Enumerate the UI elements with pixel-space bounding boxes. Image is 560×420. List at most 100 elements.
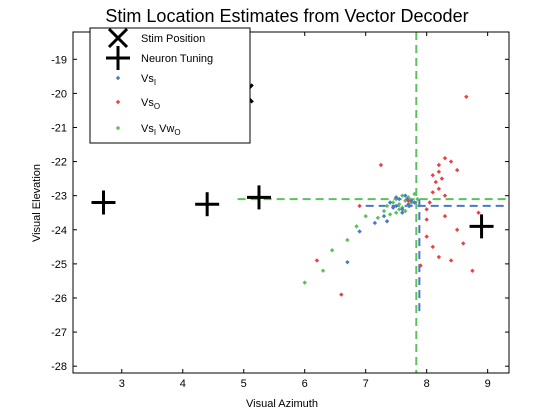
legend-entry-vs_combo: VsI VwO (115, 123, 181, 137)
y-tick-label: -24 (51, 225, 67, 237)
legend-label-neuron: Neuron Tuning (141, 53, 213, 65)
data-point-vs_o (418, 263, 423, 268)
data-point-neuron (469, 214, 494, 239)
x-tick-label: 7 (363, 378, 369, 390)
x-axis-label: Visual Azimuth (246, 398, 318, 410)
data-point-vs_o (448, 258, 454, 263)
y-tick-label: -21 (51, 122, 67, 134)
data-point-vs_o (339, 292, 344, 297)
data-point-vs_i (407, 203, 412, 209)
data-point-vs_i (393, 203, 399, 209)
data-point-vs_o (357, 203, 362, 209)
data-point-vs_combo (329, 248, 335, 253)
legend-entry-stim: Stim Position (107, 27, 205, 49)
data-point-vs_i (372, 220, 378, 226)
legend-marker-vs_combo (115, 125, 121, 131)
data-point-vs_combo (412, 191, 417, 197)
data-point-vs_o (436, 169, 442, 175)
legend-label-vs_o: VsO (141, 97, 160, 111)
y-tick-label: -23 (51, 191, 67, 203)
data-point-vs_combo (354, 224, 359, 229)
data-point-vs_combo (393, 210, 399, 215)
marker-stroke (107, 27, 129, 49)
data-point-vs_o (430, 173, 435, 178)
y-tick-label: -25 (51, 259, 67, 271)
legend-marker-vs_i (115, 75, 121, 81)
data-point-vs_i (400, 210, 405, 215)
data-point-vs_combo (387, 212, 393, 217)
series-vs_i (345, 193, 417, 265)
data-point-vs_o (470, 268, 475, 273)
data-point-vs_o (436, 186, 442, 192)
series-vs_o (314, 94, 481, 297)
data-point-vs_combo (375, 215, 381, 221)
data-point-vs_o (427, 200, 432, 205)
legend-entry-vs_i: VsI (115, 73, 156, 87)
data-point-vs_o (442, 193, 448, 198)
data-point-vs_i (400, 207, 405, 212)
chart-title: Stim Location Estimates from Vector Deco… (105, 6, 468, 26)
x-tick-label: 4 (180, 378, 186, 390)
data-point-vs_o (378, 162, 384, 168)
data-point-vs_o (439, 176, 445, 181)
data-point-vs_o (436, 254, 442, 260)
data-point-vs_o (424, 217, 429, 222)
data-point-vs_combo (397, 202, 402, 207)
data-point-vs_i (403, 193, 408, 198)
legend-entry-neuron: Neuron Tuning (106, 46, 213, 70)
data-point-vs_o (314, 258, 320, 263)
data-point-vs_o (442, 155, 448, 161)
data-point-vs_o (461, 241, 466, 246)
data-point-vs_o (454, 227, 460, 232)
data-point-vs_combo (397, 207, 402, 212)
axes-frame (72, 31, 510, 374)
y-tick-label: -26 (51, 293, 67, 305)
data-point-vs_combo (400, 193, 405, 198)
data-point-vs_o (464, 94, 469, 99)
y-tick-label: -22 (51, 157, 67, 169)
y-tick-label: -20 (51, 88, 67, 100)
data-point-vs_combo (302, 280, 307, 285)
data-point-vs_i (381, 213, 387, 219)
data-point-vs_o (406, 198, 411, 203)
y-axis-label: Visual Elevation (31, 164, 43, 242)
data-point-vs_i (345, 259, 350, 265)
legend-entry-vs_o: VsO (115, 97, 160, 111)
data-point-vs_o (448, 159, 454, 164)
data-point-vs_i (390, 205, 396, 210)
data-point-vs_o (454, 167, 460, 173)
data-point-vs_combo (381, 208, 387, 214)
data-point-vs_i (393, 195, 399, 200)
x-tick-label: 8 (424, 378, 430, 390)
x-tick-label: 9 (485, 378, 491, 390)
plot-area (91, 32, 509, 373)
x-tick-label: 5 (241, 378, 247, 390)
data-point-vs_combo (384, 203, 390, 209)
data-point-vs_combo (403, 208, 408, 214)
data-point-vs_i (387, 200, 393, 205)
data-point-vs_o (430, 190, 435, 195)
data-point-vs_combo (363, 213, 368, 219)
data-point-vs_o (433, 179, 439, 185)
data-point-vs_i (397, 196, 402, 202)
data-point-vs_o (424, 234, 429, 239)
data-point-vs_i (409, 198, 414, 203)
data-point-vs_i (357, 229, 362, 234)
legend-marker-stim (107, 27, 129, 49)
data-point-vs_i (384, 219, 390, 224)
legend-label-vs_i: VsI (141, 73, 156, 87)
data-point-neuron (91, 190, 116, 215)
data-point-vs_o (436, 162, 442, 168)
legend-marker-neuron (106, 46, 130, 70)
data-point-neuron (246, 185, 271, 210)
x-tick-label: 3 (119, 378, 125, 390)
y-tick-label: -19 (51, 54, 67, 66)
data-point-vs_combo (390, 200, 396, 205)
data-point-neuron (195, 192, 220, 217)
data-point-vs_o (442, 213, 448, 219)
y-tick-label: -28 (51, 361, 67, 373)
data-point-vs_combo (320, 268, 326, 273)
data-point-vs_o (424, 207, 429, 212)
data-point-vs_i (412, 200, 417, 205)
